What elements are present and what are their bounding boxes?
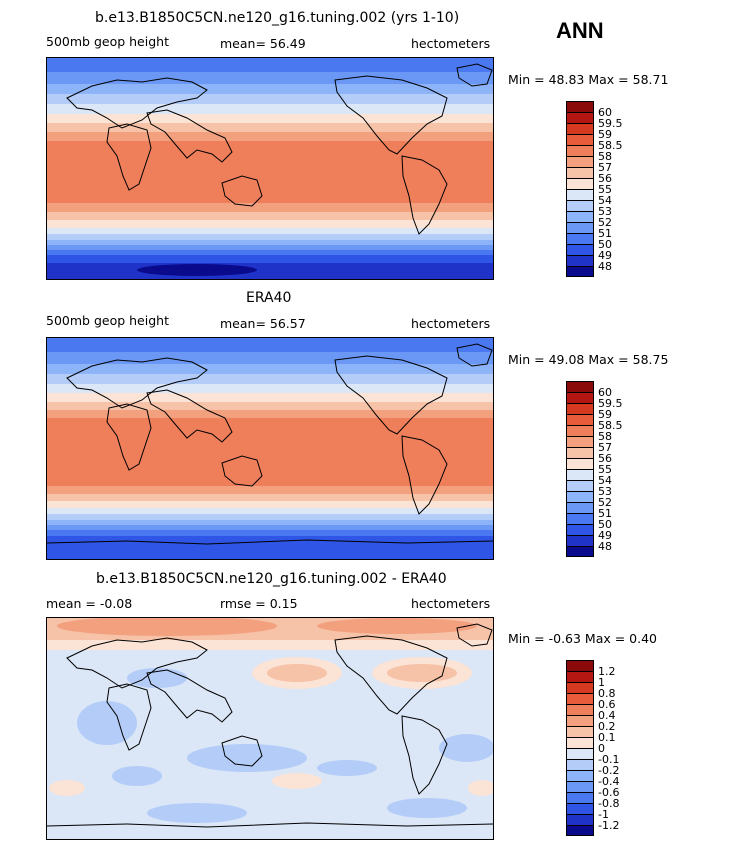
panel2-units-label: hectometers [411, 316, 491, 331]
panel3-level-label: 0.1 [598, 731, 616, 744]
panel2-level-label: 52 [598, 496, 612, 509]
panel2-level-label: 50 [598, 518, 612, 531]
panel3-level-label: -0.4 [598, 775, 620, 788]
panel2-title: ERA40 [246, 290, 292, 306]
panel2-level-label: 60 [598, 386, 612, 399]
panel1-level-label: 59 [598, 128, 612, 141]
panel1-colorbar-boxes [566, 101, 594, 277]
panel1-level-label: 56 [598, 172, 612, 185]
panel1-mean-label: mean= 56.49 [220, 36, 306, 51]
panel2-level-label: 54 [598, 474, 612, 487]
panel1-variable-label: 500mb geop height [46, 34, 169, 49]
panel2-minmax: Min = 49.08 Max = 58.75 [508, 352, 669, 367]
season-label: ANN [556, 18, 604, 43]
panel3-level-label: -1 [598, 808, 609, 821]
panel1-minmax: Min = 48.83 Max = 58.71 [508, 72, 669, 87]
panel3-level-label: 1.2 [598, 665, 616, 678]
panel1-level-label: 58 [598, 150, 612, 163]
panel2-level-label: 59.5 [598, 397, 623, 410]
panel1-level-label: 60 [598, 106, 612, 119]
panel1-level-label: 51 [598, 227, 612, 240]
panel3-level-label: 1 [598, 676, 605, 689]
panel3-level-label: 0 [598, 742, 605, 755]
panel2-mean-label: mean= 56.57 [220, 316, 306, 331]
panel2-variable-label: 500mb geop height [46, 313, 169, 328]
panel3-field [47, 618, 493, 839]
panel3-level-label: 0.8 [598, 687, 616, 700]
panel2-level-label: 58 [598, 430, 612, 443]
panel3-level-label: -0.1 [598, 753, 620, 766]
panel1-map [46, 57, 494, 280]
panel3-colorbar-boxes [566, 660, 594, 836]
panel1-title: b.e13.B1850C5CN.ne120_g16.tuning.002 (yr… [95, 10, 460, 26]
panel3-level-label: 0.6 [598, 698, 616, 711]
panel1-level-label: 57 [598, 161, 612, 174]
panel3-mean-label: mean = -0.08 [46, 596, 133, 611]
panel2-colorbar-boxes [566, 381, 594, 557]
panel3-level-label: -0.2 [598, 764, 620, 777]
panel3-level-label: -0.8 [598, 797, 620, 810]
panel3-units-label: hectometers [411, 596, 491, 611]
panel1-level-label: 49 [598, 249, 612, 262]
panel1-level-label: 59.5 [598, 117, 623, 130]
panel3-level-label: -1.2 [598, 819, 620, 832]
panel3-rmse-label: rmse = 0.15 [220, 596, 298, 611]
panel1-level-label: 52 [598, 216, 612, 229]
panel2-map [46, 337, 494, 560]
panel2-field [47, 338, 493, 559]
panel3-level-label: -0.6 [598, 786, 620, 799]
panel2-level-label: 59 [598, 408, 612, 421]
panel3-map [46, 617, 494, 840]
panel2-level-label: 49 [598, 529, 612, 542]
panel1-level-label: 48 [598, 260, 612, 273]
panel1-level-label: 58.5 [598, 139, 623, 152]
panel2-level-label: 51 [598, 507, 612, 520]
panel3-title: b.e13.B1850C5CN.ne120_g16.tuning.002 - E… [96, 571, 447, 587]
panel2-level-label: 58.5 [598, 419, 623, 432]
panel3-minmax: Min = -0.63 Max = 0.40 [508, 631, 658, 646]
panel1-level-label: 53 [598, 205, 612, 218]
panel2-level-label: 56 [598, 452, 612, 465]
panel1-field [47, 58, 493, 279]
panel2-level-label: 53 [598, 485, 612, 498]
panel2-level-label: 48 [598, 540, 612, 553]
panel3-level-label: 0.2 [598, 720, 616, 733]
panel2-level-label: 57 [598, 441, 612, 454]
panel1-units-label: hectometers [411, 36, 491, 51]
panel1-level-label: 54 [598, 194, 612, 207]
panel2-level-label: 55 [598, 463, 612, 476]
panel1-level-label: 50 [598, 238, 612, 251]
panel1-level-label: 55 [598, 183, 612, 196]
panel3-level-label: 0.4 [598, 709, 616, 722]
